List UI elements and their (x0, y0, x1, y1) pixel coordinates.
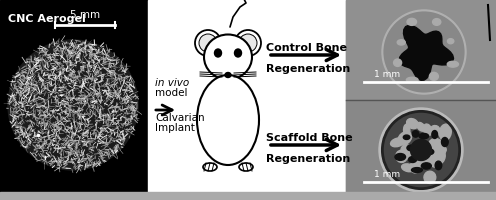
Bar (346, 100, 496, 200)
Text: Control Bone: Control Bone (266, 43, 347, 53)
Text: 1 mm: 1 mm (374, 170, 400, 179)
Ellipse shape (433, 145, 446, 155)
Ellipse shape (203, 163, 217, 171)
Ellipse shape (407, 119, 418, 129)
Ellipse shape (214, 49, 222, 57)
Circle shape (382, 10, 466, 94)
Circle shape (384, 12, 464, 92)
Text: 1 mm: 1 mm (374, 70, 400, 79)
Ellipse shape (401, 145, 413, 155)
Ellipse shape (447, 61, 458, 67)
Ellipse shape (410, 159, 422, 173)
Ellipse shape (439, 124, 451, 141)
Text: CNC Aerogel: CNC Aerogel (8, 14, 86, 24)
Ellipse shape (429, 139, 443, 152)
Ellipse shape (412, 168, 423, 172)
Ellipse shape (430, 72, 438, 80)
Ellipse shape (412, 131, 419, 137)
Ellipse shape (235, 49, 242, 57)
Ellipse shape (437, 150, 445, 163)
Circle shape (235, 30, 261, 56)
Circle shape (411, 140, 432, 160)
Ellipse shape (426, 149, 434, 154)
Bar (0, 192, 496, 200)
Ellipse shape (239, 163, 253, 171)
Ellipse shape (414, 158, 428, 169)
Ellipse shape (197, 75, 259, 165)
Ellipse shape (447, 39, 454, 44)
Ellipse shape (409, 157, 417, 162)
Ellipse shape (423, 124, 432, 136)
Ellipse shape (406, 77, 418, 83)
Ellipse shape (419, 133, 429, 139)
Ellipse shape (407, 18, 417, 25)
Ellipse shape (204, 34, 252, 79)
Ellipse shape (398, 132, 412, 145)
Text: model: model (155, 88, 187, 98)
Polygon shape (399, 25, 453, 80)
Text: in vivo: in vivo (155, 78, 189, 88)
Bar (148, 0, 346, 200)
Ellipse shape (394, 59, 402, 66)
Ellipse shape (425, 155, 434, 167)
Text: Regeneration: Regeneration (266, 154, 350, 164)
Ellipse shape (433, 19, 441, 25)
Text: Calvarian: Calvarian (155, 113, 205, 123)
Ellipse shape (403, 135, 410, 139)
Circle shape (195, 30, 221, 56)
Text: 5 mm: 5 mm (70, 10, 100, 20)
Ellipse shape (421, 163, 432, 169)
Ellipse shape (430, 126, 440, 136)
Ellipse shape (390, 138, 404, 147)
Ellipse shape (435, 161, 442, 170)
Ellipse shape (441, 138, 448, 147)
Ellipse shape (428, 153, 442, 167)
Circle shape (382, 111, 460, 189)
Ellipse shape (404, 124, 410, 136)
Ellipse shape (395, 154, 406, 160)
Text: Scaffold Bone: Scaffold Bone (266, 133, 353, 143)
Ellipse shape (417, 122, 425, 131)
Bar (346, 0, 496, 100)
Ellipse shape (397, 40, 405, 45)
Ellipse shape (407, 145, 414, 151)
Ellipse shape (407, 153, 415, 161)
Circle shape (8, 40, 138, 170)
Ellipse shape (402, 164, 415, 172)
Bar (346, 0, 496, 200)
Bar (0, 0, 148, 200)
Text: Regeneration: Regeneration (266, 64, 350, 74)
Circle shape (379, 108, 463, 192)
Ellipse shape (396, 150, 407, 162)
Circle shape (199, 34, 217, 52)
Ellipse shape (424, 171, 436, 183)
Ellipse shape (225, 72, 231, 77)
Text: Implant: Implant (155, 123, 195, 133)
Text: *: * (37, 130, 41, 136)
Ellipse shape (432, 131, 437, 138)
Circle shape (239, 34, 257, 52)
